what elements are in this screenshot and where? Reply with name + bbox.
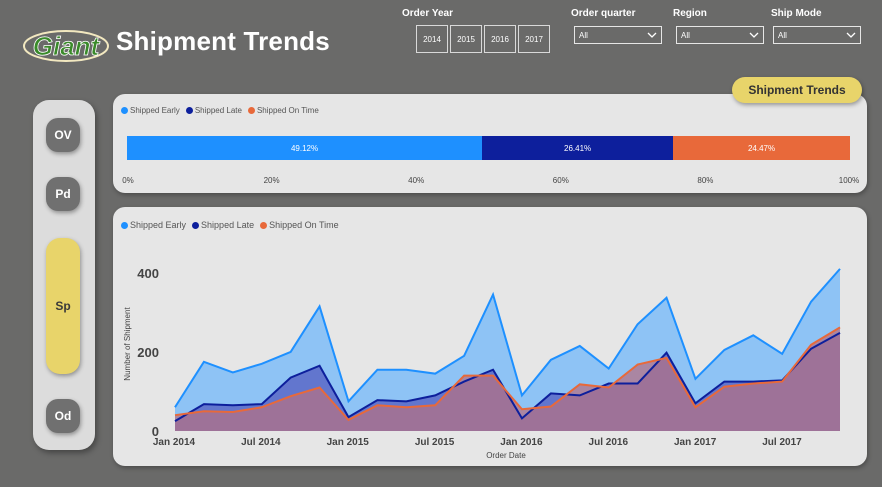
line-shipped-early bbox=[174, 268, 841, 408]
x-tick-label: Jan 2015 bbox=[327, 437, 370, 448]
region-label: Region bbox=[673, 8, 707, 19]
legend-item-on-time[interactable]: Shipped On Time bbox=[247, 106, 319, 115]
y-axis-title: Number of Shipment bbox=[123, 307, 132, 381]
bar-x-tick-label: 20% bbox=[263, 176, 280, 185]
line-shipped-on-time bbox=[174, 326, 841, 422]
order-year-label: Order Year bbox=[402, 8, 453, 19]
year-button-2015[interactable]: 2015 bbox=[450, 25, 482, 53]
bar-x-tick-label: 100% bbox=[838, 176, 860, 185]
y-tick-label: 200 bbox=[137, 345, 159, 360]
logo-text: Giant bbox=[33, 31, 101, 61]
bar-x-tick-label: 80% bbox=[697, 176, 714, 185]
year-button-2014[interactable]: 2014 bbox=[416, 25, 448, 53]
legend-item-late[interactable]: Shipped Late bbox=[192, 220, 254, 230]
x-tick-label: Jul 2014 bbox=[241, 437, 281, 448]
x-tick-label: Jan 2017 bbox=[674, 437, 717, 448]
legend-label-late: Shipped Late bbox=[194, 106, 242, 115]
shipment-trends-pill[interactable]: Shipment Trends bbox=[732, 77, 862, 103]
chevron-down-icon bbox=[749, 32, 759, 38]
nav-button-products[interactable]: Pd bbox=[46, 177, 80, 211]
x-tick-label: Jan 2016 bbox=[500, 437, 543, 448]
legend-dot-on-time bbox=[247, 107, 255, 114]
legend-label-early: Shipped Early bbox=[130, 220, 187, 230]
chevron-down-icon bbox=[846, 32, 856, 38]
region-value: All bbox=[681, 30, 690, 40]
area-shipped-on-time bbox=[175, 327, 840, 431]
bar-data-label: 24.47% bbox=[747, 143, 776, 153]
y-tick-label: 0 bbox=[152, 424, 159, 439]
bar-x-tick-label: 60% bbox=[552, 176, 569, 185]
line-shipped-late bbox=[174, 332, 841, 422]
bar-legend: Shipped Early Shipped Late Shipped On Ti… bbox=[121, 106, 319, 115]
y-tick-label: 400 bbox=[137, 266, 159, 281]
legend-item-on-time[interactable]: Shipped On Time bbox=[260, 220, 339, 230]
ship-mode-dropdown[interactable]: All bbox=[773, 26, 861, 44]
page-title: Shipment Trends bbox=[116, 26, 330, 56]
legend-dot-late bbox=[192, 221, 200, 229]
legend-dot-late bbox=[185, 107, 193, 114]
legend-item-late[interactable]: Shipped Late bbox=[185, 106, 242, 115]
x-tick-label: Jul 2017 bbox=[762, 437, 802, 448]
region-dropdown[interactable]: All bbox=[676, 26, 764, 44]
legend-label-late: Shipped Late bbox=[201, 220, 255, 230]
bar-data-label: 49.12% bbox=[290, 143, 319, 153]
x-tick-label: Jul 2016 bbox=[589, 437, 629, 448]
legend-dot-early bbox=[121, 221, 128, 229]
order-quarter-label: Order quarter bbox=[571, 8, 636, 19]
legend-label-on-time: Shipped On Time bbox=[269, 220, 339, 230]
bar-segment-early[interactable]: 49.12% bbox=[127, 136, 483, 160]
bar-segment-late[interactable]: 26.41% bbox=[482, 136, 674, 160]
bar-data-label: 26.41% bbox=[564, 143, 592, 153]
legend-label-on-time: Shipped On Time bbox=[256, 106, 319, 115]
order-quarter-dropdown[interactable]: All bbox=[574, 26, 662, 44]
nav-button-shipment[interactable]: Sp bbox=[46, 238, 80, 374]
ship-mode-label: Ship Mode bbox=[771, 8, 822, 19]
bar-segment-on-time[interactable]: 24.47% bbox=[673, 136, 850, 160]
year-button-2016[interactable]: 2016 bbox=[484, 25, 516, 53]
legend-item-early[interactable]: Shipped Early bbox=[121, 106, 180, 115]
nav-button-orders[interactable]: Od bbox=[46, 399, 80, 433]
legend-item-early[interactable]: Shipped Early bbox=[121, 220, 186, 230]
x-tick-label: Jul 2015 bbox=[415, 437, 455, 448]
legend-dot-on-time bbox=[260, 221, 268, 229]
area-chart: 0 200 400 Number of Shipment Jan 2014 Jul 201… bbox=[123, 266, 841, 460]
legend-label-early: Shipped Early bbox=[130, 106, 180, 115]
nav-button-overview[interactable]: OV bbox=[46, 118, 80, 152]
giant-logo: Giant bbox=[23, 30, 109, 62]
bar-x-tick-label: 40% bbox=[408, 176, 425, 185]
x-tick-label: Jan 2014 bbox=[153, 437, 196, 448]
year-button-2017[interactable]: 2017 bbox=[518, 25, 550, 53]
chevron-down-icon bbox=[647, 32, 657, 38]
bar-x-tick-label: 0% bbox=[122, 176, 134, 185]
order-quarter-value: All bbox=[579, 30, 588, 40]
area-legend: Shipped Early Shipped Late Shipped On Ti… bbox=[121, 220, 339, 230]
legend-dot-early bbox=[121, 107, 128, 114]
x-axis-title: Order Date bbox=[486, 451, 526, 460]
ship-mode-value: All bbox=[778, 30, 787, 40]
